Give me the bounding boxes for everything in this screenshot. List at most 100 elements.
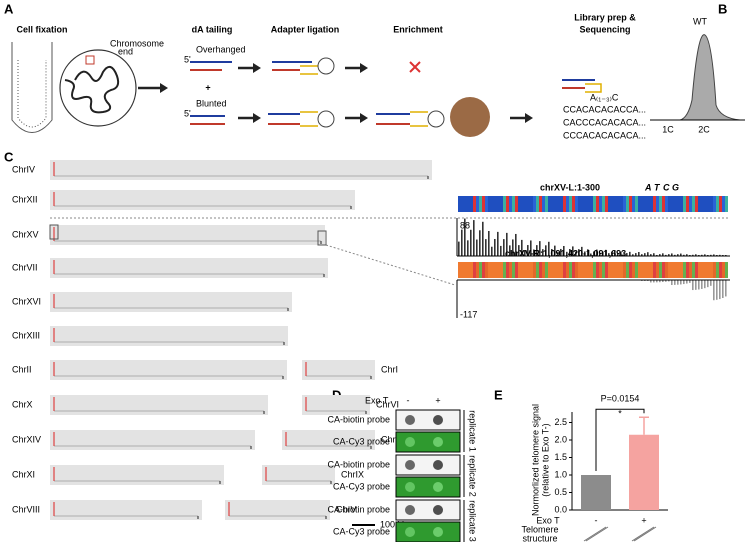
zoom-max: 88 (460, 220, 470, 230)
base-strip (575, 196, 578, 212)
y-tick-label: 2.0 (554, 434, 567, 444)
base-strip (707, 196, 710, 212)
base-strip (638, 196, 641, 212)
coverage (620, 251, 622, 256)
tube (11, 42, 53, 133)
coverage (488, 230, 490, 256)
chromosome-label: ChrX (12, 399, 33, 409)
base-strip (704, 196, 707, 212)
base-strip (677, 262, 680, 278)
base-legend: C (663, 182, 670, 192)
read: CACCCACACACA... (563, 117, 646, 127)
base-strip (686, 196, 689, 212)
base-strip (590, 196, 593, 212)
base-strip (491, 262, 494, 278)
coverage (683, 280, 685, 285)
base-strip (563, 196, 566, 212)
base-strip (542, 262, 545, 278)
chromosome-label: ChrIV (12, 164, 35, 174)
coverage (698, 280, 700, 290)
base-strip (545, 262, 548, 278)
coverage (656, 254, 658, 256)
coverage (479, 230, 481, 256)
base-strip (722, 196, 725, 212)
coverage (554, 245, 556, 256)
dna-diagrams (190, 61, 595, 125)
chromosome-label: ChrXIV (12, 434, 41, 444)
base-strip (491, 196, 494, 212)
coverage (710, 254, 712, 256)
dot (405, 505, 415, 515)
base-strip (473, 262, 476, 278)
base-strip (662, 196, 665, 212)
base-strip (605, 262, 608, 278)
coverage (596, 249, 598, 256)
bar (581, 475, 611, 510)
coverage (671, 253, 673, 256)
base-strip (521, 262, 524, 278)
base-strip (464, 196, 467, 212)
chromosome-track (302, 360, 375, 380)
base-strip (599, 262, 602, 278)
replicate-label: replicate 1 (468, 410, 478, 452)
coverage (599, 253, 601, 256)
cell (59, 49, 137, 127)
coverage (662, 253, 664, 256)
base-strip (554, 262, 557, 278)
base-legend: G (672, 182, 679, 192)
base-strip (713, 262, 716, 278)
coverage (626, 253, 628, 256)
chromosome-label: ChrVI (376, 399, 399, 409)
base-strip (584, 262, 587, 278)
coverage (605, 249, 607, 256)
coverage (458, 241, 460, 256)
base-strip (641, 196, 644, 212)
dot (405, 527, 415, 537)
coverage (608, 253, 610, 256)
base-strip (665, 196, 668, 212)
base-strip (581, 196, 584, 212)
base-strip (671, 196, 674, 212)
base-strip (566, 262, 569, 278)
structure-icon (583, 526, 609, 542)
base-strip (659, 196, 662, 212)
coverage (650, 254, 652, 256)
base-strip (545, 196, 548, 212)
base-strip (644, 262, 647, 278)
coverage (533, 249, 535, 256)
base-strip (602, 196, 605, 212)
base-strip (527, 196, 530, 212)
base-strip (533, 196, 536, 212)
coverage (689, 280, 691, 283)
coverage (704, 280, 706, 289)
base-strip (662, 262, 665, 278)
base-strip (524, 262, 527, 278)
panel-letter: E (494, 387, 503, 402)
chromosome-track (50, 258, 328, 278)
base-strip (683, 262, 686, 278)
base-strip (689, 262, 692, 278)
base-strip (725, 262, 728, 278)
dot (405, 482, 415, 492)
base-strip (503, 262, 506, 278)
coverage (707, 280, 709, 288)
base-strip (506, 196, 509, 212)
panel-letter: D (332, 387, 341, 402)
probe-label: CA-biotin probe (327, 414, 390, 424)
base-strip (608, 262, 611, 278)
coverage (491, 246, 493, 256)
base-strip (464, 262, 467, 278)
row-label: structure (522, 533, 557, 542)
base-strip (659, 262, 662, 278)
base-strip (626, 262, 629, 278)
coverage (680, 280, 682, 285)
base-strip (611, 196, 614, 212)
base-strip (674, 196, 677, 212)
base-strip (716, 262, 719, 278)
coverage (686, 254, 688, 256)
base-strip (647, 196, 650, 212)
coverage (629, 251, 631, 256)
base-strip (470, 262, 473, 278)
dot (433, 482, 443, 492)
